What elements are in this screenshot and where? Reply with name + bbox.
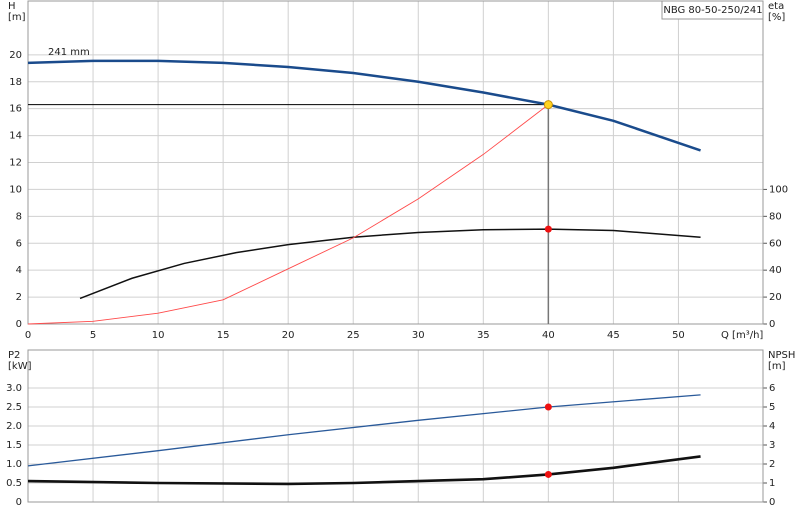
- y2-tick-label: 5: [769, 402, 775, 413]
- y2-tick-label: 40: [769, 265, 782, 276]
- operating-point: [544, 225, 552, 233]
- y2-tick-label: 100: [769, 184, 788, 195]
- y2-axis-label: eta: [768, 1, 784, 12]
- x-axis-label: Q [m³/h]: [721, 330, 763, 341]
- x-tick-label: 30: [412, 330, 425, 341]
- y-tick-label: 2: [16, 292, 22, 303]
- y-tick-label: 1.0: [6, 459, 22, 470]
- y2-tick-label: 4: [769, 421, 775, 432]
- y-tick-label: 20: [9, 50, 22, 61]
- x-tick-label: 45: [607, 330, 620, 341]
- y2-tick-label: 3: [769, 440, 775, 451]
- operating-point: [544, 470, 552, 478]
- y-tick-label: 2.0: [6, 421, 22, 432]
- y-tick-label: 2.5: [6, 402, 22, 413]
- operating-point: [544, 403, 552, 411]
- y2-tick-label: 6: [769, 383, 775, 394]
- y2-tick-label: 60: [769, 238, 782, 249]
- y-tick-label: 16: [9, 104, 22, 115]
- x-tick-label: 20: [282, 330, 295, 341]
- y-tick-label: 10: [9, 184, 22, 195]
- y-axis-label: H: [8, 1, 16, 12]
- x-tick-label: 40: [542, 330, 555, 341]
- y2-axis-unit: [m]: [768, 361, 786, 372]
- y-tick-label: 1.5: [6, 440, 22, 451]
- y-tick-label: 4: [16, 265, 22, 276]
- y-axis-unit: [kW]: [8, 361, 32, 372]
- y2-tick-label: 0: [769, 497, 775, 508]
- plot-frame: [27, 0, 764, 325]
- y2-tick-label: 0: [769, 319, 775, 330]
- curve: [27, 59, 701, 152]
- x-tick-label: 5: [90, 330, 96, 341]
- y-tick-label: 8: [16, 211, 22, 222]
- x-tick-label: 35: [477, 330, 490, 341]
- y-tick-label: 3.0: [6, 383, 22, 394]
- chart-title: NBG 80-50-250/241: [663, 5, 762, 16]
- curve-annotation: 241 mm: [48, 47, 90, 58]
- y-axis-unit: [m]: [8, 12, 26, 23]
- x-tick-label: 15: [217, 330, 230, 341]
- y2-tick-label: 1: [769, 478, 775, 489]
- y-tick-label: 0: [16, 319, 22, 330]
- y-axis-label: P2: [8, 350, 20, 361]
- curve: [27, 455, 701, 486]
- plot-frame: [27, 349, 764, 503]
- x-tick-label: 0: [25, 330, 31, 341]
- y-tick-label: 14: [9, 131, 22, 142]
- curve: [27, 394, 701, 467]
- curve: [79, 228, 701, 300]
- y-tick-label: 12: [9, 158, 22, 169]
- x-tick-label: 50: [672, 330, 685, 341]
- y-tick-label: 6: [16, 238, 22, 249]
- y-tick-label: 18: [9, 77, 22, 88]
- y2-axis-label: NPSH: [768, 350, 795, 361]
- curve: [27, 104, 549, 325]
- y2-tick-label: 2: [769, 459, 775, 470]
- x-tick-label: 25: [347, 330, 360, 341]
- y2-axis-unit: [%]: [768, 12, 785, 23]
- y2-tick-label: 20: [769, 292, 782, 303]
- title-box: [661, 0, 764, 20]
- operating-point: [543, 100, 553, 110]
- y2-tick-label: 80: [769, 211, 782, 222]
- y-tick-label: 0: [16, 497, 22, 508]
- x-tick-label: 10: [152, 330, 165, 341]
- y-tick-label: 0.5: [6, 478, 22, 489]
